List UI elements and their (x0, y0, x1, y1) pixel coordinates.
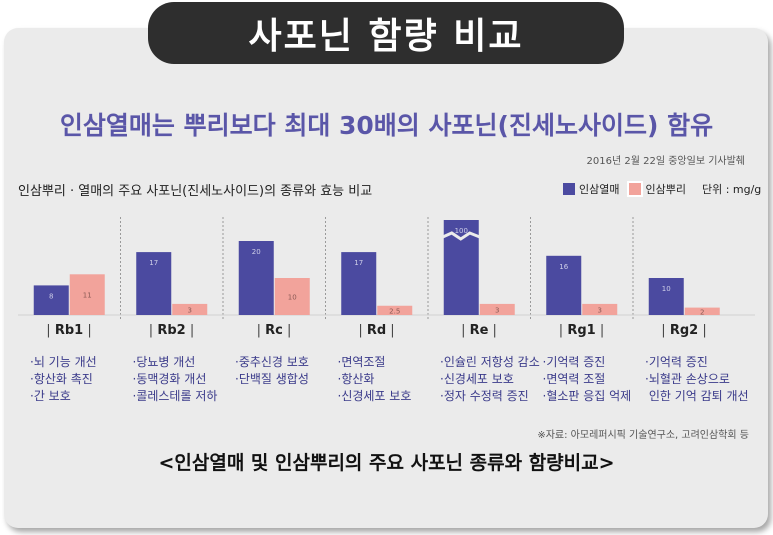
axis-break-mark (442, 231, 481, 241)
category-name: Re (469, 323, 489, 338)
data-label-fruit-rg2: 10 (662, 285, 671, 293)
effects-list-rb2: ·당뇨병 개선 ·동맥경화 개선 ·콜레스테롤 저하 (133, 354, 218, 405)
bar-chart: 8 11 17 3 20 10 17 2.5 100 3 16 3 10 2 (18, 217, 755, 320)
effect-item: ·당뇨병 개선 (132, 355, 196, 369)
label-bracket: | (282, 323, 292, 338)
category-name: Rc (265, 323, 283, 338)
effect-item: ·동맥경화 개선 (132, 372, 207, 386)
effect-item: ·중추신경 보호 (235, 355, 309, 369)
page-title: 사포닌 함량 비교 (148, 2, 624, 64)
effect-item: ·신경세포 보호 (440, 372, 514, 386)
legend-item-fruit: 인삼열매 (563, 181, 619, 197)
data-label-fruit-rb1: 8 (49, 292, 53, 300)
category-label-rc: | Rc | (228, 323, 320, 338)
source-citation: 2016년 2월 22일 중앙일보 기사발췌 (586, 156, 745, 167)
effect-item: ·뇌혈관 손상으로 (645, 372, 730, 386)
effect-item: ·단백질 생합성 (235, 372, 309, 386)
effect-item: ·간 보호 (30, 389, 71, 403)
data-label-root-rg1: 3 (598, 306, 602, 314)
label-bracket: | (256, 323, 266, 338)
category-name: Rd (366, 323, 387, 338)
bar-root-re (479, 303, 515, 315)
effects-list-rg2: ·기억력 증진 ·뇌혈관 손상으로 인한 기억 감퇴 개선 (645, 354, 749, 405)
category-label-rb1: | Rb1 | (23, 323, 115, 338)
data-label-fruit-rc: 20 (252, 248, 261, 256)
data-label-root-rb2: 3 (188, 306, 192, 314)
effect-item: ·정자 수정력 증진 (440, 389, 529, 403)
data-label-root-rg2: 2 (700, 308, 704, 316)
bar-root-rb2 (172, 303, 208, 315)
bar-fruit-rc (238, 241, 274, 315)
legend-label-fruit: 인삼열매 (579, 183, 620, 196)
category-label-rd: | Rd | (331, 323, 423, 338)
effect-item: ·콜레스테롤 저하 (132, 389, 218, 403)
bar-root-rd (377, 305, 413, 315)
label-bracket: | (46, 323, 55, 338)
effect-item: ·기억력 증진 (542, 355, 606, 369)
effects-list-re: ·인슐린 저항성 감소 ·신경세포 보호 ·정자 수정력 증진 (440, 354, 540, 405)
label-bracket: | (185, 323, 195, 338)
label-bracket: | (83, 323, 92, 338)
legend-item-root: 인삼뿌리 (629, 181, 686, 197)
data-label-root-rc: 10 (288, 294, 297, 302)
category-label-rb2: | Rb2 | (126, 323, 218, 338)
headline: 인삼열매는 뿌리보다 최대 30배의 사포닌(진세노사이드) 함유 (59, 111, 714, 140)
label-bracket: | (148, 323, 158, 338)
effect-item: ·인슐린 저항성 감소 (440, 355, 540, 369)
effect-item: ·신경세포 보호 (337, 389, 412, 403)
label-bracket: | (661, 323, 670, 338)
effect-item: ·혈소판 응집 억제 (542, 389, 632, 403)
data-label-fruit-rg1: 16 (559, 263, 568, 271)
category-label-rg2: | Rg2 | (638, 323, 730, 338)
label-bracket: | (698, 323, 707, 338)
bar-fruit-rg1 (546, 255, 582, 315)
chart-subtitle: 인삼뿌리 · 열매의 주요 사포닌(진세노사이드)의 종류와 효능 비교 (18, 184, 373, 199)
effect-item: ·기억력 증진 (645, 355, 708, 369)
effect-item: ·항산화 촉진 (30, 372, 93, 386)
effect-item: 인한 기억 감퇴 개선 (645, 389, 749, 403)
effects-list-rb1: ·뇌 기능 개선 ·항산화 촉진 ·간 보호 (30, 354, 97, 405)
data-source-note: ※자료: 아모레퍼시픽 기술연구소, 고려인삼학회 등 (537, 430, 749, 441)
data-label-fruit-rb2: 17 (149, 259, 158, 267)
bar-root-rg1 (582, 303, 618, 315)
label-bracket: | (358, 323, 367, 338)
category-name: Rb1 (54, 323, 84, 338)
data-label-fruit-rd: 17 (354, 259, 363, 267)
label-bracket: | (595, 323, 605, 338)
chart-legend: 인삼열매 인삼뿌리 단위 : mg/g (563, 181, 761, 197)
chart-caption: <인삼열매 및 인삼뿌리의 주요 사포닌 종류와 함량비교> (158, 452, 615, 474)
bar-root-rg2 (684, 307, 720, 315)
label-bracket: | (558, 323, 568, 338)
label-bracket: | (461, 323, 470, 338)
label-bracket: | (488, 323, 497, 338)
category-name: Rg2 (669, 323, 699, 338)
legend-label-root: 인삼뿌리 (645, 183, 686, 196)
category-label-rg1: | Rg1 | (536, 323, 628, 338)
effects-list-rg1: ·기억력 증진 ·면역력 조절 ·혈소판 응집 억제 (543, 354, 632, 405)
effects-list-rc: ·중추신경 보호 ·단백질 생합성 (235, 354, 309, 388)
label-bracket: | (386, 323, 395, 338)
effect-item: ·면역조절 (337, 355, 386, 369)
legend-swatch-root (629, 183, 642, 195)
effect-item: ·항산화 (337, 372, 375, 386)
bar-fruit-rd (341, 252, 377, 315)
effect-item: ·뇌 기능 개선 (30, 355, 97, 369)
bar-root-rb1 (69, 274, 105, 315)
bar-fruit-rg2 (648, 278, 684, 315)
legend-swatch-fruit (563, 183, 575, 195)
effects-list-rd: ·면역조절 ·항산화 ·신경세포 보호 (338, 354, 412, 405)
data-label-root-re: 3 (495, 306, 499, 314)
category-name: Rg1 (567, 323, 596, 338)
effect-item: ·면역력 조절 (542, 372, 606, 386)
category-name: Rb2 (157, 323, 186, 338)
bar-fruit-rb2 (136, 252, 172, 315)
category-label-re: | Re | (433, 323, 525, 338)
bar-root-rc (274, 278, 310, 315)
infographic-card (4, 28, 768, 528)
unit-label: 단위 : mg/g (701, 183, 762, 196)
data-label-root-rb1: 11 (83, 292, 92, 300)
data-label-root-rd: 2.5 (389, 307, 400, 315)
bar-fruit-rb1 (33, 285, 69, 315)
data-label-fruit-re: 100 (455, 227, 468, 235)
